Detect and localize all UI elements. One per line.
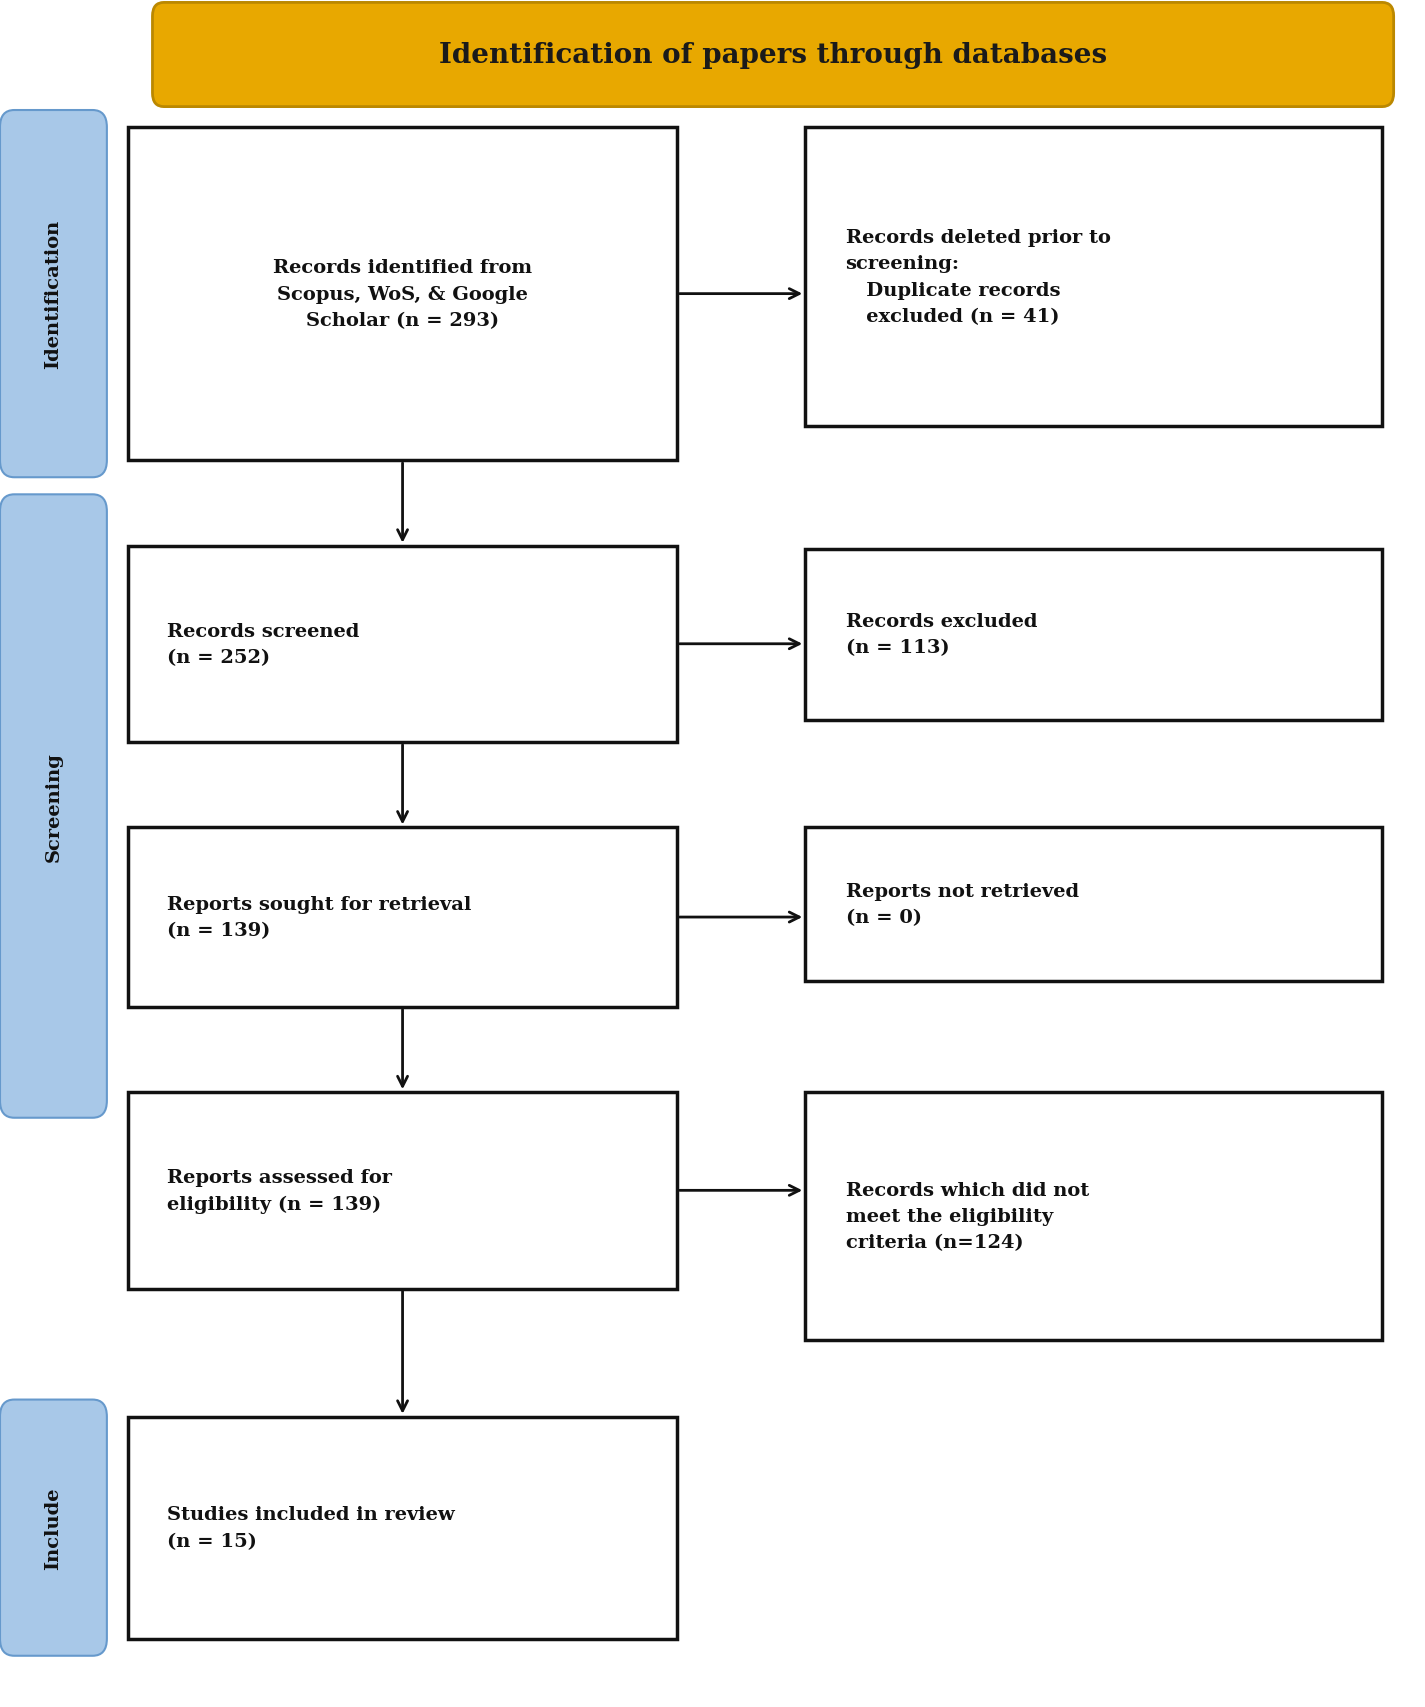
FancyBboxPatch shape bbox=[0, 495, 107, 1118]
FancyBboxPatch shape bbox=[128, 128, 677, 461]
FancyBboxPatch shape bbox=[805, 550, 1382, 720]
Text: Screening: Screening bbox=[44, 751, 63, 862]
Text: Identification of papers through databases: Identification of papers through databas… bbox=[439, 43, 1107, 68]
Text: Include: Include bbox=[44, 1487, 63, 1569]
Text: Records screened
(n = 252): Records screened (n = 252) bbox=[167, 623, 359, 666]
Text: Records which did not
meet the eligibility
criteria (n=124): Records which did not meet the eligibili… bbox=[845, 1181, 1089, 1251]
FancyBboxPatch shape bbox=[805, 828, 1382, 982]
Text: Reports not retrieved
(n = 0): Reports not retrieved (n = 0) bbox=[845, 883, 1079, 927]
FancyBboxPatch shape bbox=[152, 3, 1394, 108]
Text: Records excluded
(n = 113): Records excluded (n = 113) bbox=[845, 613, 1037, 657]
FancyBboxPatch shape bbox=[128, 1417, 677, 1639]
FancyBboxPatch shape bbox=[805, 128, 1382, 427]
FancyBboxPatch shape bbox=[805, 1092, 1382, 1340]
Text: Records identified from
Scopus, WoS, & Google
Scholar (n = 293): Records identified from Scopus, WoS, & G… bbox=[274, 259, 532, 329]
FancyBboxPatch shape bbox=[128, 546, 677, 743]
Text: Records deleted prior to
screening:
   Duplicate records
   excluded (n = 41): Records deleted prior to screening: Dupl… bbox=[845, 229, 1110, 326]
FancyBboxPatch shape bbox=[128, 1092, 677, 1289]
Text: Reports assessed for
eligibility (n = 139): Reports assessed for eligibility (n = 13… bbox=[167, 1168, 392, 1214]
FancyBboxPatch shape bbox=[128, 828, 677, 1007]
Text: Reports sought for retrieval
(n = 139): Reports sought for retrieval (n = 139) bbox=[167, 896, 472, 939]
Text: Studies included in review
(n = 15): Studies included in review (n = 15) bbox=[167, 1506, 455, 1550]
Text: Identification: Identification bbox=[44, 220, 63, 369]
FancyBboxPatch shape bbox=[0, 1400, 107, 1656]
FancyBboxPatch shape bbox=[0, 111, 107, 478]
